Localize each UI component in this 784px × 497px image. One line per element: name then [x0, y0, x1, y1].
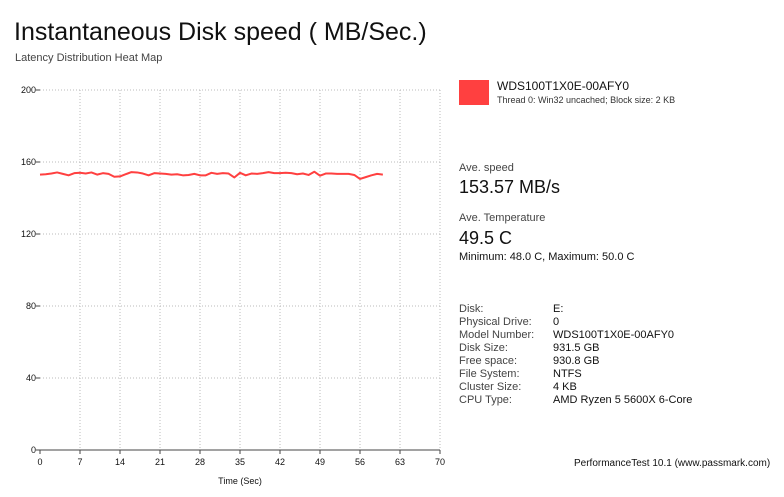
ave-temperature-value: 49.5 C — [459, 228, 513, 248]
temperature-minmax: Minimum: 48.0 C, Maximum: 50.0 C — [459, 251, 635, 263]
info-label: File System: — [459, 368, 520, 380]
info-row: File System: NTFS — [459, 368, 692, 381]
info-value: NTFS — [553, 368, 582, 380]
y-tick-label: 200 — [21, 85, 36, 95]
chart-subtitle: Latency Distribution Heat Map — [15, 52, 163, 64]
info-row: Free space: 930.8 GB — [459, 355, 692, 368]
x-tick-label: 63 — [395, 457, 405, 467]
x-tick-label: 56 — [355, 457, 365, 467]
info-label: Physical Drive: — [459, 316, 532, 328]
x-tick-label: 42 — [275, 457, 285, 467]
chart-title: Instantaneous Disk speed ( MB/Sec.) — [14, 18, 427, 46]
chart-grid — [40, 89, 441, 451]
info-value: 931.5 GB — [553, 342, 600, 354]
x-tick-label: 35 — [235, 457, 245, 467]
legend-series-name: WDS100T1X0E-00AFY0 — [497, 79, 630, 93]
info-label: Disk: — [459, 303, 484, 315]
x-tick-label: 14 — [115, 457, 125, 467]
info-label: Model Number: — [459, 329, 535, 341]
disk-info-table: Disk: E: Physical Drive: 0 Model Number: WDS1… — [459, 303, 692, 407]
series-line-wds100t1x0e — [39, 170, 383, 180]
info-row: Disk: E: — [459, 303, 692, 316]
info-row: Model Number: WDS100T1X0E-00AFY0 — [459, 329, 692, 342]
y-tick-label: 40 — [26, 373, 36, 383]
info-label: CPU Type: — [459, 394, 512, 406]
info-row: Cluster Size: 4 KB — [459, 381, 692, 394]
x-tick-label: 28 — [195, 457, 205, 467]
legend-series-description: Thread 0: Win32 uncached; Block size: 2 … — [497, 95, 676, 105]
x-tick-label: 21 — [155, 457, 165, 467]
x-axis-ticks: 0 7 14 21 28 35 42 49 56 63 70 — [37, 450, 445, 467]
y-tick-label: 80 — [26, 301, 36, 311]
info-value: WDS100T1X0E-00AFY0 — [553, 329, 675, 341]
x-tick-label: 0 — [37, 457, 42, 467]
y-tick-label: 0 — [31, 445, 36, 455]
info-row: CPU Type: AMD Ryzen 5 5600X 6-Core — [459, 394, 692, 407]
ave-temperature-label: Ave. Temperature — [459, 212, 546, 224]
info-row: Physical Drive: 0 — [459, 316, 692, 329]
x-tick-label: 49 — [315, 457, 325, 467]
x-axis-title: Time (Sec) — [218, 476, 262, 486]
info-label: Disk Size: — [459, 342, 508, 354]
info-value: 4 KB — [553, 381, 577, 393]
x-tick-label: 70 — [435, 457, 445, 467]
info-value: E: — [553, 303, 564, 315]
x-tick-label: 7 — [77, 457, 82, 467]
info-label: Cluster Size: — [459, 381, 522, 393]
y-tick-label: 160 — [21, 157, 36, 167]
footer-credit: PerformanceTest 10.1 (www.passmark.com) — [574, 458, 771, 469]
ave-speed-label: Ave. speed — [459, 162, 514, 174]
y-axis-ticks: 0 40 80 120 160 200 — [21, 85, 40, 455]
info-value: AMD Ryzen 5 5600X 6-Core — [553, 394, 693, 406]
info-row: Disk Size: 931.5 GB — [459, 342, 692, 355]
info-value: 0 — [553, 316, 560, 328]
info-label: Free space: — [459, 355, 518, 367]
info-value: 930.8 GB — [553, 355, 600, 367]
y-tick-label: 120 — [21, 229, 36, 239]
ave-speed-value: 153.57 MB/s — [459, 177, 561, 197]
legend-swatch — [459, 80, 489, 105]
